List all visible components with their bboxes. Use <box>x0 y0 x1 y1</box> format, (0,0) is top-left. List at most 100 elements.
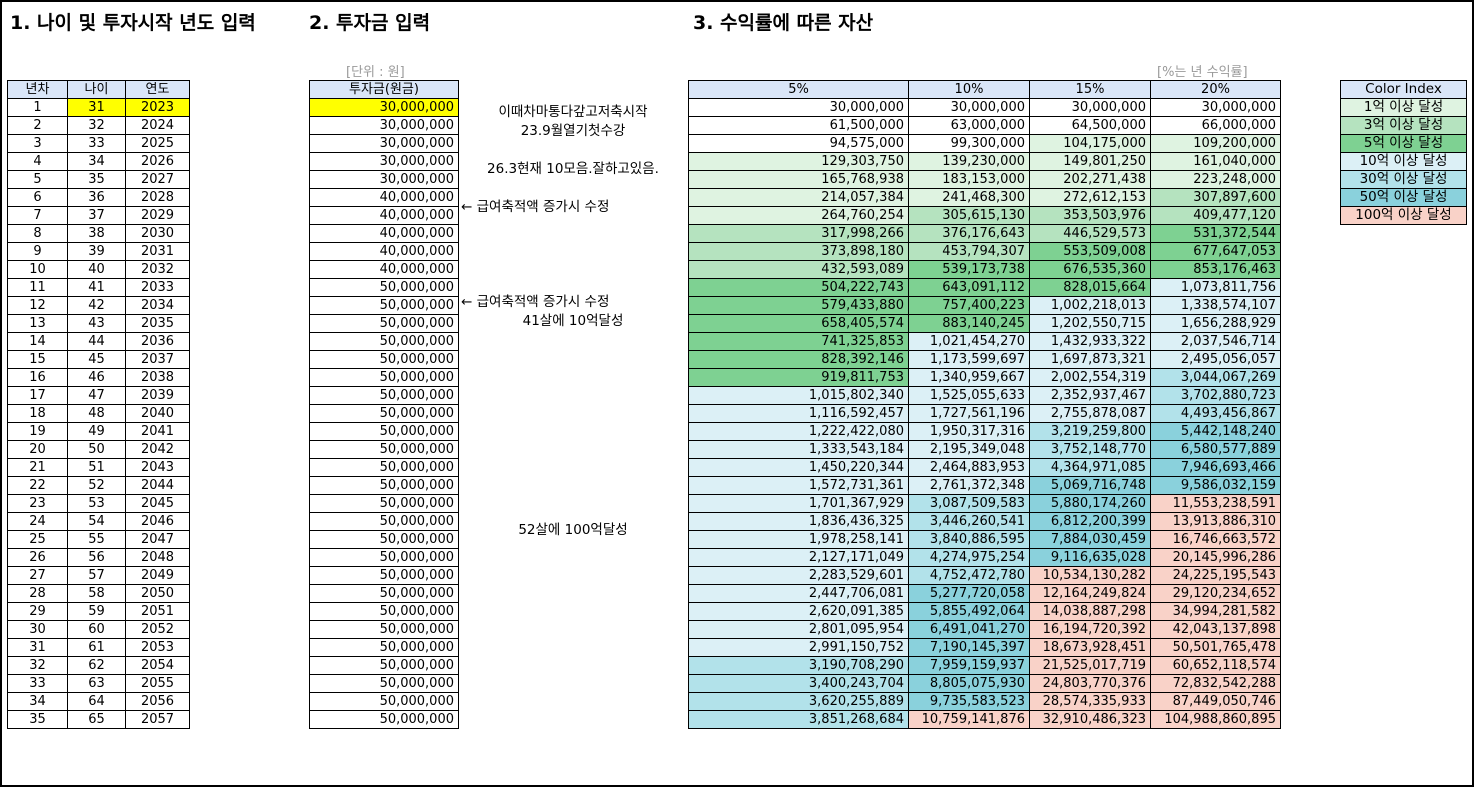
legend-item[interactable]: 5억 이상 달성 <box>1340 134 1467 153</box>
asset-value-cell[interactable]: 373,898,180 <box>688 242 909 261</box>
year-cell[interactable]: 2034 <box>125 296 190 315</box>
asset-value-cell[interactable]: 30,000,000 <box>688 98 909 117</box>
year-cell[interactable]: 2033 <box>125 278 190 297</box>
asset-value-cell[interactable]: 1,727,561,196 <box>908 404 1030 423</box>
asset-value-cell[interactable]: 13,913,886,310 <box>1150 512 1281 531</box>
asset-value-cell[interactable]: 579,433,880 <box>688 296 909 315</box>
asset-value-cell[interactable]: 919,811,753 <box>688 368 909 387</box>
year-cell[interactable]: 2036 <box>125 332 190 351</box>
asset-value-cell[interactable]: 3,400,243,704 <box>688 674 909 693</box>
age-cell[interactable]: 50 <box>67 440 126 459</box>
age-cell[interactable]: 49 <box>67 422 126 441</box>
year-index-cell[interactable]: 5 <box>7 170 68 189</box>
asset-value-cell[interactable]: 24,225,195,543 <box>1150 566 1281 585</box>
asset-value-cell[interactable]: 6,580,577,889 <box>1150 440 1281 459</box>
asset-value-cell[interactable]: 16,194,720,392 <box>1029 620 1151 639</box>
year-index-cell[interactable]: 22 <box>7 476 68 495</box>
asset-value-cell[interactable]: 828,392,146 <box>688 350 909 369</box>
age-cell[interactable]: 48 <box>67 404 126 423</box>
asset-value-cell[interactable]: 2,002,554,319 <box>1029 368 1151 387</box>
asset-value-cell[interactable]: 307,897,600 <box>1150 188 1281 207</box>
color-index-header[interactable]: Color Index <box>1340 80 1467 99</box>
asset-value-cell[interactable]: 21,525,017,719 <box>1029 656 1151 675</box>
age-cell[interactable]: 32 <box>67 116 126 135</box>
asset-value-cell[interactable]: 1,338,574,107 <box>1150 296 1281 315</box>
asset-value-cell[interactable]: 3,219,259,800 <box>1029 422 1151 441</box>
year-index-cell[interactable]: 33 <box>7 674 68 693</box>
year-cell[interactable]: 2039 <box>125 386 190 405</box>
asset-value-cell[interactable]: 1,021,454,270 <box>908 332 1030 351</box>
year-cell[interactable]: 2024 <box>125 116 190 135</box>
asset-value-cell[interactable]: 64,500,000 <box>1029 116 1151 135</box>
investment-cell[interactable]: 50,000,000 <box>309 314 459 333</box>
investment-cell[interactable]: 50,000,000 <box>309 296 459 315</box>
asset-value-cell[interactable]: 504,222,743 <box>688 278 909 297</box>
year-index-cell[interactable]: 7 <box>7 206 68 225</box>
age-cell[interactable]: 40 <box>67 260 126 279</box>
asset-value-cell[interactable]: 87,449,050,746 <box>1150 692 1281 711</box>
year-index-cell[interactable]: 4 <box>7 152 68 171</box>
age-cell[interactable]: 55 <box>67 530 126 549</box>
asset-value-cell[interactable]: 165,768,938 <box>688 170 909 189</box>
age-cell[interactable]: 33 <box>67 134 126 153</box>
year-index-cell[interactable]: 34 <box>7 692 68 711</box>
asset-value-cell[interactable]: 109,200,000 <box>1150 134 1281 153</box>
asset-value-cell[interactable]: 5,277,720,058 <box>908 584 1030 603</box>
age-cell[interactable]: 43 <box>67 314 126 333</box>
investment-cell[interactable]: 50,000,000 <box>309 584 459 603</box>
investment-cell[interactable]: 50,000,000 <box>309 278 459 297</box>
asset-value-cell[interactable]: 161,040,000 <box>1150 152 1281 171</box>
asset-value-cell[interactable]: 2,620,091,385 <box>688 602 909 621</box>
age-cell[interactable]: 65 <box>67 710 126 729</box>
investment-cell[interactable]: 40,000,000 <box>309 224 459 243</box>
age-cell[interactable]: 56 <box>67 548 126 567</box>
asset-value-cell[interactable]: 2,447,706,081 <box>688 584 909 603</box>
year-index-cell[interactable]: 29 <box>7 602 68 621</box>
asset-value-cell[interactable]: 129,303,750 <box>688 152 909 171</box>
asset-value-cell[interactable]: 7,884,030,459 <box>1029 530 1151 549</box>
asset-value-cell[interactable]: 883,140,245 <box>908 314 1030 333</box>
year-cell[interactable]: 2048 <box>125 548 190 567</box>
age-cell[interactable]: 57 <box>67 566 126 585</box>
age-cell[interactable]: 45 <box>67 350 126 369</box>
asset-value-cell[interactable]: 5,442,148,240 <box>1150 422 1281 441</box>
investment-cell[interactable]: 50,000,000 <box>309 548 459 567</box>
investment-cell[interactable]: 50,000,000 <box>309 404 459 423</box>
investment-cell[interactable]: 50,000,000 <box>309 638 459 657</box>
asset-value-cell[interactable]: 4,493,456,867 <box>1150 404 1281 423</box>
year-cell[interactable]: 2030 <box>125 224 190 243</box>
asset-value-cell[interactable]: 61,500,000 <box>688 116 909 135</box>
asset-value-cell[interactable]: 3,446,260,541 <box>908 512 1030 531</box>
asset-value-cell[interactable]: 214,057,384 <box>688 188 909 207</box>
investment-cell[interactable]: 40,000,000 <box>309 242 459 261</box>
asset-value-cell[interactable]: 553,509,008 <box>1029 242 1151 261</box>
asset-value-cell[interactable]: 3,620,255,889 <box>688 692 909 711</box>
asset-value-cell[interactable]: 1,202,550,715 <box>1029 314 1151 333</box>
asset-value-cell[interactable]: 202,271,438 <box>1029 170 1151 189</box>
asset-value-cell[interactable]: 63,000,000 <box>908 116 1030 135</box>
asset-value-cell[interactable]: 6,491,041,270 <box>908 620 1030 639</box>
age-cell[interactable]: 34 <box>67 152 126 171</box>
age-cell[interactable]: 36 <box>67 188 126 207</box>
year-cell[interactable]: 2025 <box>125 134 190 153</box>
year-index-cell[interactable]: 14 <box>7 332 68 351</box>
asset-value-cell[interactable]: 2,352,937,467 <box>1029 386 1151 405</box>
asset-value-cell[interactable]: 6,812,200,399 <box>1029 512 1151 531</box>
year-cell[interactable]: 2037 <box>125 350 190 369</box>
asset-value-cell[interactable]: 104,175,000 <box>1029 134 1151 153</box>
asset-value-cell[interactable]: 32,910,486,323 <box>1029 710 1151 729</box>
year-index-cell[interactable]: 15 <box>7 350 68 369</box>
asset-value-cell[interactable]: 16,746,663,572 <box>1150 530 1281 549</box>
year-index-cell[interactable]: 21 <box>7 458 68 477</box>
year-index-cell[interactable]: 26 <box>7 548 68 567</box>
asset-value-cell[interactable]: 376,176,643 <box>908 224 1030 243</box>
asset-value-cell[interactable]: 149,801,250 <box>1029 152 1151 171</box>
asset-value-cell[interactable]: 223,248,000 <box>1150 170 1281 189</box>
year-index-cell[interactable]: 2 <box>7 116 68 135</box>
asset-value-cell[interactable]: 305,615,130 <box>908 206 1030 225</box>
asset-value-cell[interactable]: 72,832,542,288 <box>1150 674 1281 693</box>
asset-value-cell[interactable]: 1,333,543,184 <box>688 440 909 459</box>
asset-value-cell[interactable]: 658,405,574 <box>688 314 909 333</box>
investment-cell[interactable]: 50,000,000 <box>309 386 459 405</box>
age-cell[interactable]: 59 <box>67 602 126 621</box>
